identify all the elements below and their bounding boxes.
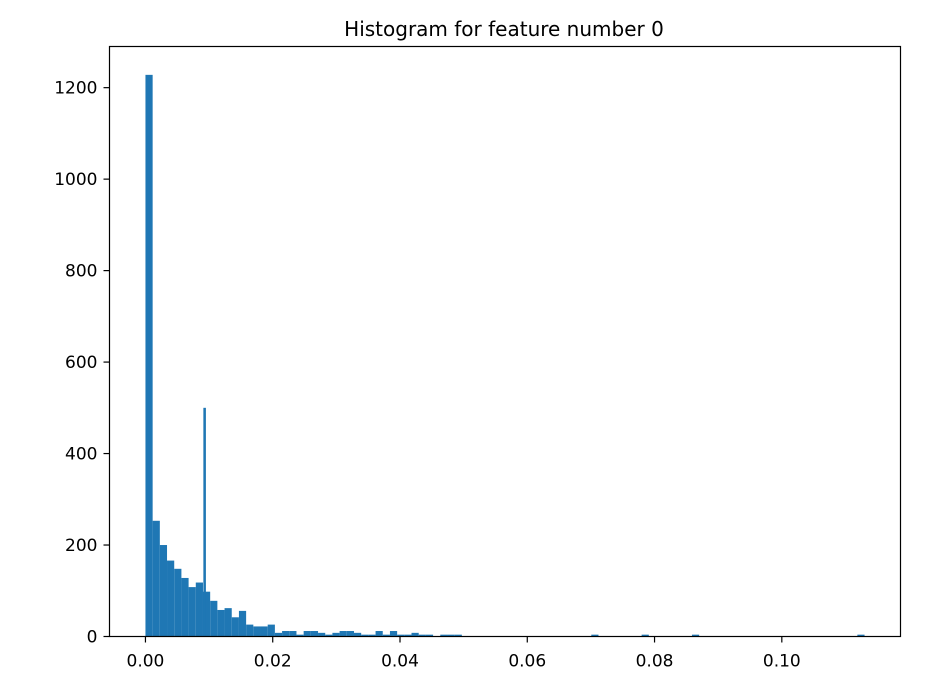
- histogram-bar: [260, 626, 268, 637]
- histogram-bar: [346, 631, 354, 637]
- histogram-bar: [174, 568, 182, 637]
- histogram-bar: [691, 634, 700, 637]
- histogram-bar: [246, 624, 254, 637]
- y-tick-label: 200: [65, 536, 97, 556]
- x-tick-label: 0.04: [381, 652, 419, 672]
- histogram-bar: [202, 591, 211, 637]
- histogram-bar: [447, 634, 455, 637]
- histogram-bar: [253, 626, 261, 637]
- histogram-bar: [303, 631, 311, 637]
- histogram-bar: [361, 634, 369, 637]
- y-axis: 0 200 400 600 800 1000 1200: [54, 79, 110, 648]
- histogram-bar: [332, 632, 340, 637]
- histogram-bar: [404, 634, 412, 637]
- histogram-bar: [224, 608, 232, 637]
- histogram-bar: [282, 631, 290, 637]
- x-tick-label: 0.06: [508, 652, 546, 672]
- histogram-bar: [325, 634, 333, 637]
- histogram-bar: [440, 634, 448, 637]
- y-tick-label: 1200: [54, 79, 97, 99]
- y-tick-label: 400: [65, 445, 97, 465]
- histogram-bar: [181, 577, 189, 637]
- x-tick-label: 0.00: [127, 652, 165, 672]
- plot-frame: [108, 45, 902, 638]
- histogram-bar: [591, 634, 599, 637]
- histogram-spike-bar: [203, 407, 206, 637]
- histogram-bar: [274, 632, 283, 637]
- histogram-bar: [195, 582, 203, 637]
- histogram-bar: [238, 610, 247, 637]
- histogram-bar: [217, 609, 225, 637]
- y-tick-label: 1000: [54, 170, 97, 190]
- histogram-bar: [159, 545, 168, 637]
- histogram-bar: [411, 632, 419, 637]
- histogram-bar: [188, 587, 196, 637]
- histogram-bar: [318, 632, 326, 637]
- histogram-bar: [454, 634, 462, 637]
- histogram-bar: [145, 74, 153, 637]
- histogram-bar: [210, 600, 218, 637]
- histogram-bar: [389, 631, 398, 637]
- y-tick-label: 0: [87, 628, 98, 648]
- x-tick-label: 0.08: [636, 652, 674, 672]
- histogram-bar: [353, 632, 362, 637]
- x-axis: 0.00 0.02 0.04 0.06 0.08 0.10: [127, 636, 801, 672]
- x-tick-label: 0.10: [763, 652, 801, 672]
- histogram-bar: [857, 634, 865, 637]
- histogram-bar: [368, 634, 376, 637]
- histogram-bar: [641, 634, 649, 637]
- histogram-bar: [267, 624, 275, 637]
- histogram-bar: [425, 634, 434, 637]
- histogram-bar: [418, 634, 426, 637]
- histogram-bar: [339, 631, 347, 637]
- chart-title: Histogram for feature number 0: [344, 17, 664, 41]
- histogram-bar: [397, 634, 405, 637]
- histogram-bar: [167, 560, 175, 637]
- histogram-bars: [145, 74, 865, 637]
- histogram-bar: [296, 634, 304, 637]
- y-tick-label: 600: [65, 353, 97, 373]
- histogram-bar: [310, 631, 319, 637]
- histogram-bar: [375, 631, 383, 637]
- histogram-bar: [152, 520, 160, 637]
- x-tick-label: 0.02: [254, 652, 292, 672]
- histogram-bar: [231, 617, 239, 637]
- histogram-bar: [382, 634, 390, 637]
- y-tick-label: 800: [65, 262, 97, 282]
- histogram-bar: [289, 631, 297, 637]
